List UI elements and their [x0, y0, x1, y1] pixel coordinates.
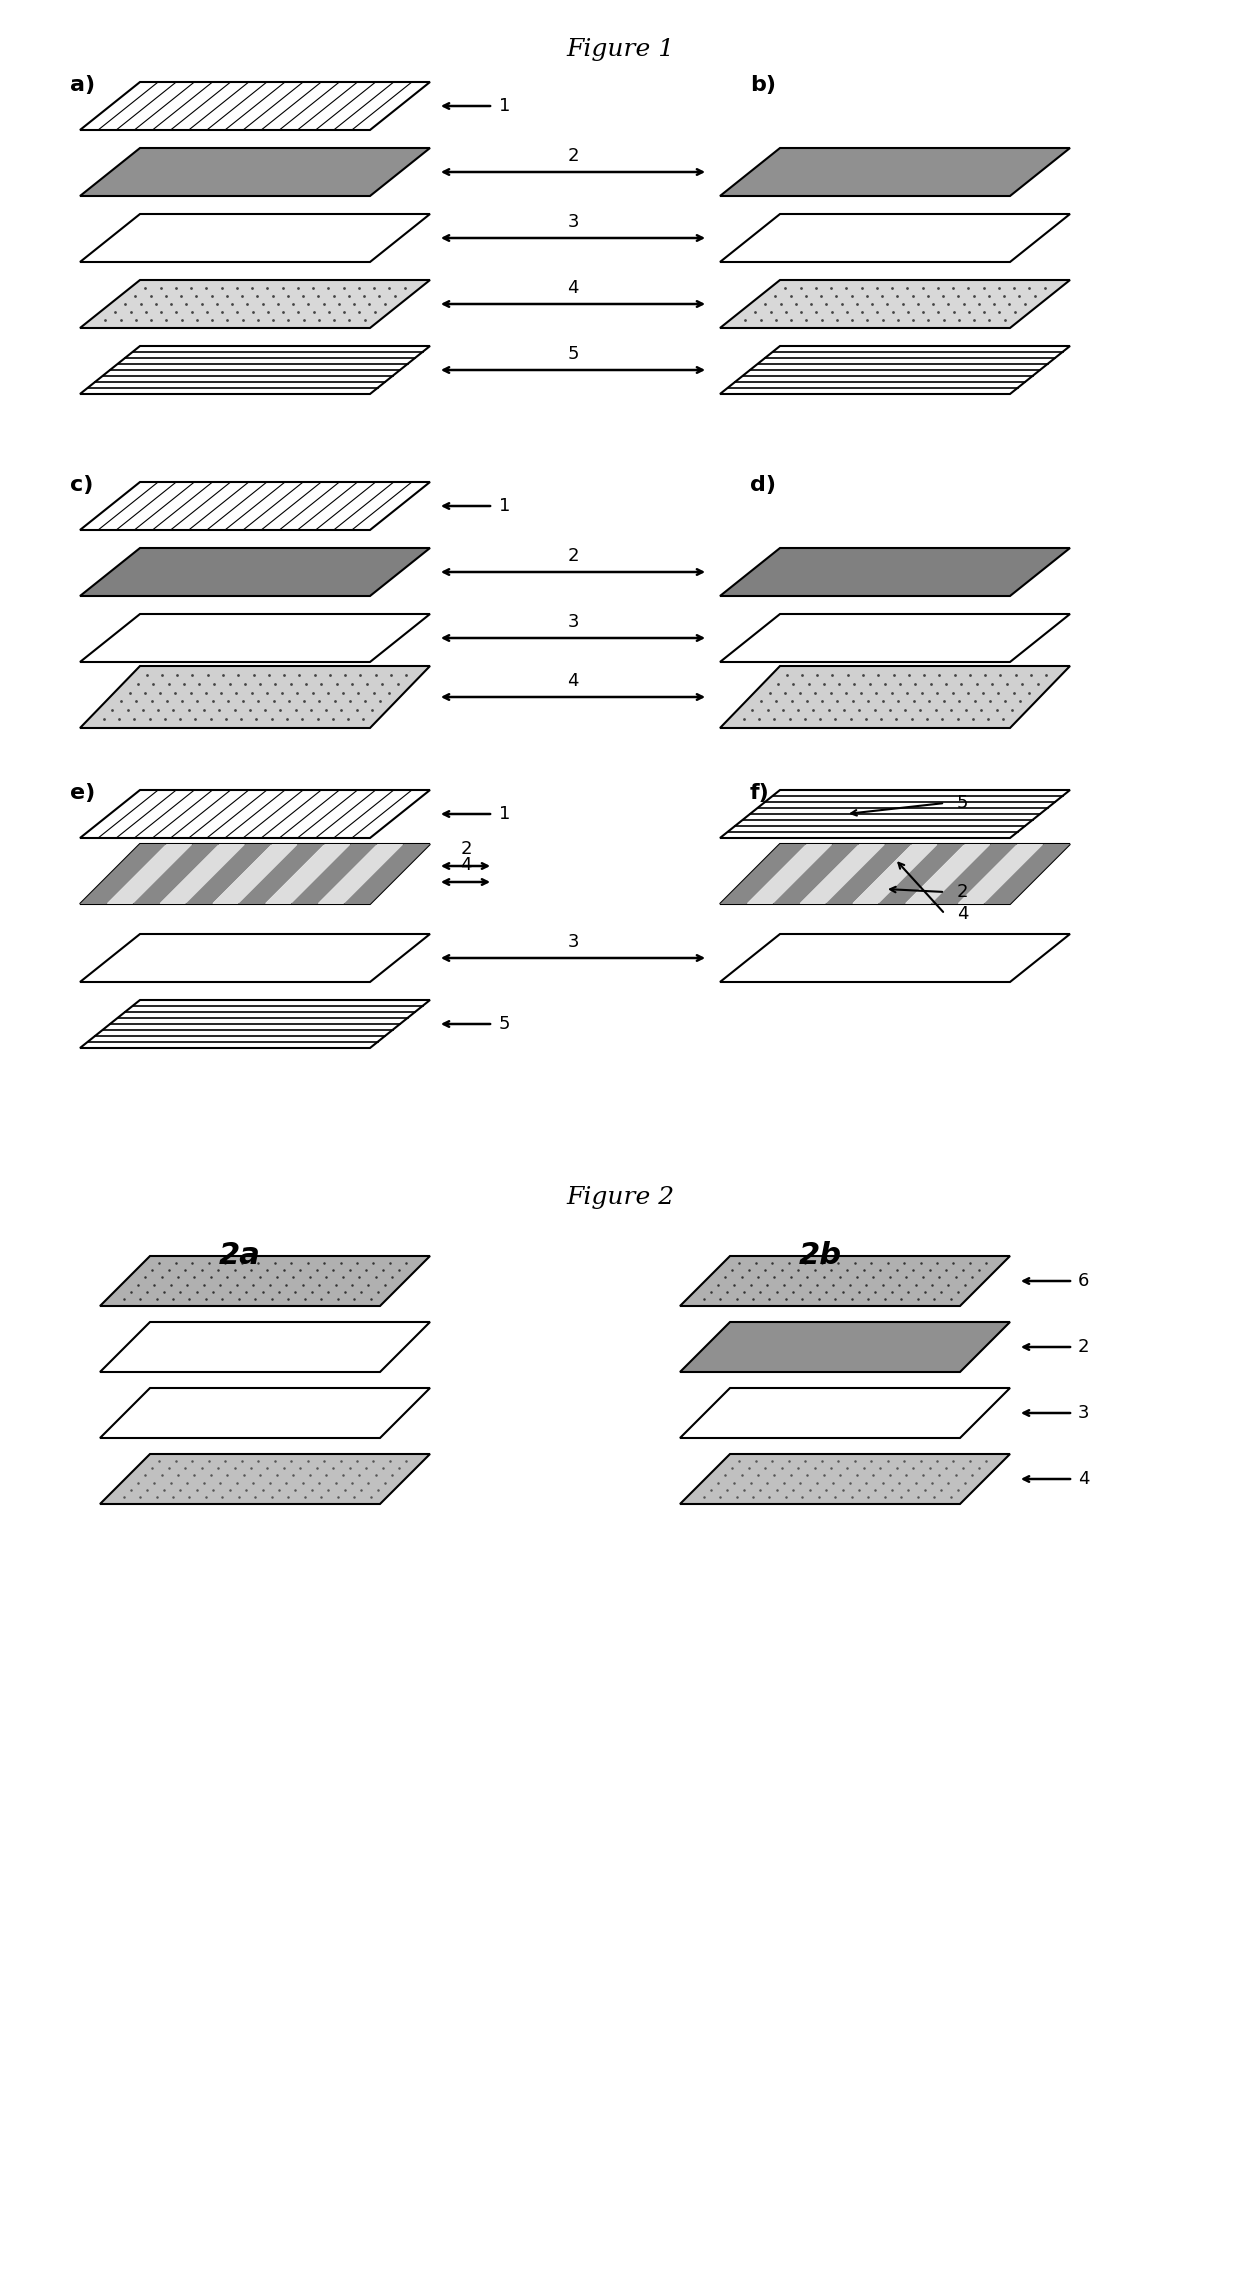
- Polygon shape: [720, 614, 1070, 662]
- Polygon shape: [81, 845, 166, 904]
- Text: e): e): [69, 783, 95, 804]
- Text: 1: 1: [498, 498, 511, 514]
- Polygon shape: [826, 845, 911, 904]
- Polygon shape: [957, 845, 1044, 904]
- Polygon shape: [343, 845, 430, 904]
- Polygon shape: [107, 845, 192, 904]
- Polygon shape: [773, 845, 859, 904]
- Polygon shape: [680, 1256, 1011, 1306]
- Polygon shape: [720, 148, 1070, 196]
- Polygon shape: [81, 148, 430, 196]
- Text: 4: 4: [957, 904, 968, 923]
- Polygon shape: [81, 548, 430, 596]
- Polygon shape: [81, 82, 430, 130]
- Text: 1: 1: [498, 804, 511, 822]
- Polygon shape: [264, 845, 351, 904]
- Text: 4: 4: [460, 856, 471, 875]
- Polygon shape: [100, 1322, 430, 1373]
- Polygon shape: [680, 1455, 1011, 1503]
- Text: d): d): [750, 475, 776, 496]
- Polygon shape: [100, 1455, 430, 1503]
- Text: 5: 5: [498, 1014, 511, 1032]
- Polygon shape: [720, 845, 1070, 904]
- Text: 2: 2: [460, 841, 471, 859]
- Text: 2: 2: [957, 884, 968, 900]
- Polygon shape: [238, 845, 325, 904]
- Polygon shape: [720, 281, 1070, 329]
- Polygon shape: [81, 845, 430, 904]
- Polygon shape: [983, 845, 1070, 904]
- Polygon shape: [212, 845, 298, 904]
- Polygon shape: [81, 667, 430, 729]
- Text: 4: 4: [567, 671, 579, 690]
- Polygon shape: [81, 345, 430, 395]
- Polygon shape: [720, 345, 1070, 395]
- Text: 2: 2: [567, 146, 579, 164]
- Text: 3: 3: [567, 212, 579, 231]
- Polygon shape: [159, 845, 246, 904]
- Text: 1: 1: [498, 96, 511, 114]
- Polygon shape: [720, 790, 1070, 838]
- Polygon shape: [81, 215, 430, 263]
- Text: 4: 4: [567, 279, 579, 297]
- Text: a): a): [69, 75, 95, 96]
- Polygon shape: [680, 1389, 1011, 1439]
- Polygon shape: [799, 845, 885, 904]
- Polygon shape: [81, 482, 430, 530]
- Text: f): f): [750, 783, 770, 804]
- Text: 2a: 2a: [219, 1240, 260, 1270]
- Polygon shape: [133, 845, 219, 904]
- Polygon shape: [100, 1389, 430, 1439]
- Polygon shape: [931, 845, 1017, 904]
- Polygon shape: [904, 845, 991, 904]
- Text: b): b): [750, 75, 776, 96]
- Polygon shape: [81, 790, 430, 838]
- Text: 2: 2: [1078, 1338, 1090, 1357]
- Text: 3: 3: [567, 932, 579, 950]
- Text: 2b: 2b: [799, 1240, 842, 1270]
- Polygon shape: [720, 215, 1070, 263]
- Text: 2: 2: [567, 546, 579, 564]
- Polygon shape: [186, 845, 272, 904]
- Polygon shape: [81, 1000, 430, 1048]
- Polygon shape: [878, 845, 965, 904]
- Polygon shape: [852, 845, 939, 904]
- Polygon shape: [720, 845, 806, 904]
- Polygon shape: [317, 845, 404, 904]
- Polygon shape: [746, 845, 833, 904]
- Polygon shape: [720, 667, 1070, 729]
- Polygon shape: [81, 614, 430, 662]
- Polygon shape: [81, 281, 430, 329]
- Text: 5: 5: [957, 795, 968, 813]
- Text: 6: 6: [1078, 1272, 1090, 1290]
- Polygon shape: [291, 845, 377, 904]
- Polygon shape: [680, 1322, 1011, 1373]
- Text: 3: 3: [1078, 1405, 1090, 1423]
- Polygon shape: [81, 934, 430, 982]
- Text: 5: 5: [567, 345, 579, 363]
- Text: Figure 1: Figure 1: [565, 39, 675, 62]
- Polygon shape: [720, 548, 1070, 596]
- Polygon shape: [100, 1256, 430, 1306]
- Polygon shape: [720, 934, 1070, 982]
- Text: Figure 2: Figure 2: [565, 1185, 675, 1208]
- Text: c): c): [69, 475, 93, 496]
- Text: 4: 4: [1078, 1471, 1090, 1487]
- Text: 3: 3: [567, 612, 579, 630]
